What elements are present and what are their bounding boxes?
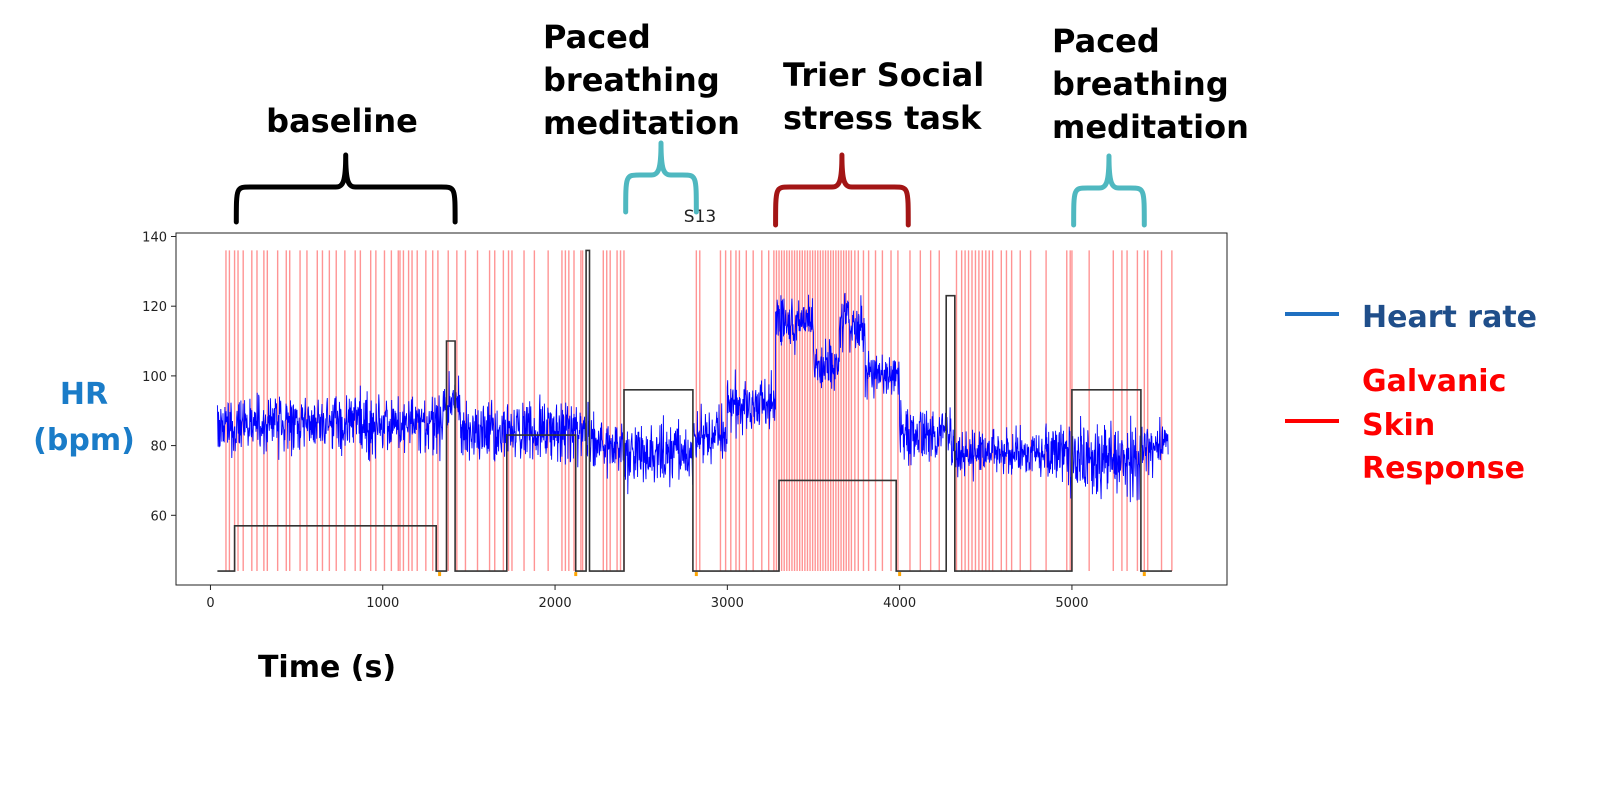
- phase-label: breathing: [1052, 65, 1229, 103]
- phase-label: meditation: [543, 104, 740, 142]
- phase-label: Paced: [1052, 22, 1160, 60]
- y-axis-label-line-1: HR: [60, 377, 108, 412]
- legend-gsr-label-line-1: Galvanic: [1362, 364, 1506, 399]
- legend-gsr-label-line-3: Response: [1362, 451, 1525, 486]
- x-tick-label: 0: [206, 596, 214, 611]
- event-markers: [438, 572, 1146, 577]
- phase-label: breathing: [543, 61, 720, 99]
- phase-annotations: baseline Paced breathing meditation Trier So…: [233, 18, 1249, 228]
- plot-area: [175, 232, 1228, 586]
- phase-step-series: [217, 249, 1172, 572]
- phase-label: Trier Social: [783, 56, 984, 94]
- x-tick-label: 4000: [883, 596, 916, 611]
- x-axis-label: Time (s): [258, 650, 396, 685]
- phase-brace: [233, 152, 458, 225]
- phase-step-line: [217, 249, 1172, 572]
- chart-title: S13: [684, 207, 716, 227]
- phase-label: stress task: [783, 99, 982, 137]
- y-tick-label: 80: [150, 440, 167, 455]
- x-tick-label: 3000: [711, 596, 744, 611]
- legend-gsr-label-line-2: Skin: [1362, 408, 1435, 443]
- phase-label: meditation: [1052, 108, 1249, 146]
- y-axis: 60 80 100 120 140: [142, 230, 176, 524]
- phase-brace: [1071, 153, 1147, 228]
- legend: Heart rate Galvanic Skin Response: [1285, 300, 1537, 486]
- x-tick-label: 5000: [1055, 596, 1088, 611]
- x-tick-label: 2000: [539, 596, 572, 611]
- y-axis-label-line-2: (bpm): [33, 423, 135, 458]
- phase-brace: [773, 152, 911, 228]
- y-tick-label: 100: [142, 370, 167, 385]
- gsr-events: [225, 250, 1173, 572]
- y-axis-label: HR (bpm): [33, 377, 135, 458]
- phase-brace: [623, 140, 699, 215]
- y-tick-label: 60: [150, 509, 167, 524]
- phase-label: Paced: [543, 18, 651, 56]
- x-axis: 0 1000 2000 3000 4000 5000: [206, 585, 1088, 611]
- legend-heart-rate-label: Heart rate: [1362, 300, 1537, 335]
- y-tick-label: 120: [142, 300, 167, 315]
- x-tick-label: 1000: [366, 596, 399, 611]
- phase-label: baseline: [266, 102, 418, 140]
- y-tick-label: 140: [142, 230, 167, 245]
